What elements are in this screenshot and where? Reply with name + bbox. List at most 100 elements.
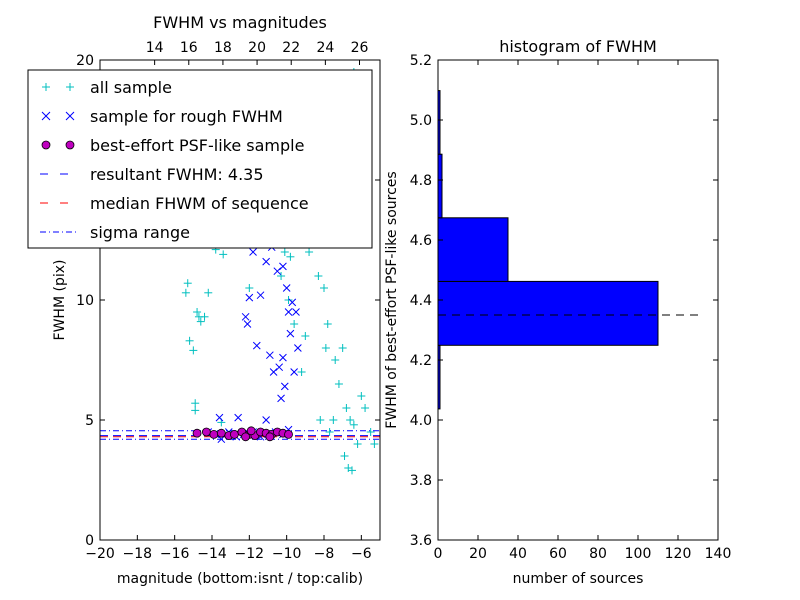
legend-rough-sample: sample for rough FWHM [90, 107, 283, 126]
all-sample-point [297, 368, 306, 376]
all-sample-point [191, 406, 200, 415]
all-sample-point [314, 272, 323, 280]
scatter-ticks: −20−18−16−14−12−10−8−6051015201416182022… [76, 40, 380, 562]
histogram-y-tick-label: 4.6 [410, 233, 432, 249]
scatter-y-tick-label: 0 [85, 533, 94, 549]
best-effort-point [209, 429, 219, 439]
rough-sample-point [288, 298, 297, 307]
histogram-x-tick-label: 140 [705, 546, 732, 562]
rough-sample-point-b [243, 320, 252, 328]
best-effort-point [192, 428, 202, 438]
scatter-x-tick-label: −20 [85, 546, 115, 562]
best-effort-point [246, 426, 256, 436]
histogram-x-tick-label: 20 [469, 546, 487, 562]
scatter-y-axis-label: FWHM (pix) [52, 260, 68, 341]
all-sample-point [305, 248, 314, 256]
histogram-y-axis-label: FWHM of best-effort PSF-like sources [384, 171, 400, 428]
rough-sample-point-b [277, 394, 285, 403]
rough-sample-point [245, 293, 254, 302]
histogram-title: histogram of FWHM [499, 37, 657, 56]
histogram-y-tick-label: 5.0 [410, 113, 432, 129]
rough-sample-point [266, 351, 274, 360]
legend-rough-marker [65, 111, 75, 121]
rough-sample-point [290, 368, 298, 376]
rough-sample-point-b [215, 413, 224, 422]
rough-sample-point-b [288, 298, 297, 307]
rough-sample-point [249, 248, 257, 256]
rough-sample-point [282, 284, 291, 292]
all-sample-point [349, 420, 358, 429]
scatter-x-tick-label: −6 [351, 546, 372, 562]
rough-sample-point [280, 382, 289, 391]
all-sample-point [357, 392, 366, 400]
rough-sample-point-b [279, 262, 287, 271]
rough-sample-point [243, 320, 252, 328]
histogram-bar [437, 217, 509, 282]
all-sample-point [189, 346, 198, 355]
scatter-data-layer [100, 68, 380, 475]
rough-sample-point-b [279, 353, 287, 362]
rough-sample-point [277, 394, 285, 403]
all-sample-point [286, 252, 295, 261]
rough-sample-point [241, 312, 250, 321]
histogram-x-tick-label: 100 [625, 546, 652, 562]
all-sample-point [370, 440, 379, 448]
histogram-y-tick-label: 4.0 [410, 413, 432, 429]
scatter-top-tick-label: 26 [351, 40, 369, 56]
rough-sample-point [215, 413, 224, 422]
rough-sample-point [234, 413, 242, 422]
rough-sample-point-b [252, 341, 261, 350]
histogram-y-tick-label: 4.4 [410, 293, 432, 309]
legend-best-effort-marker [65, 140, 75, 150]
rough-sample-point [256, 291, 265, 300]
all-sample-point [334, 380, 343, 388]
rough-sample-point [275, 363, 284, 372]
rough-sample-point-b [262, 257, 270, 266]
rough-sample-point-b [290, 368, 298, 376]
histogram-x-axis-label: number of sources [513, 571, 644, 587]
legend-median-fwhm: median FHWM of sequence [90, 194, 309, 213]
scatter-x-axis-label: magnitude (bottom:isnt / top:calib) [117, 571, 363, 587]
scatter-x-tick-label: −18 [123, 546, 153, 562]
all-sample-point [325, 428, 334, 436]
all-sample-point [181, 288, 190, 297]
histogram-x-tick-label: 0 [434, 546, 443, 562]
rough-sample-point [294, 344, 302, 352]
best-effort-point [241, 432, 251, 442]
scatter-top-tick-label: 24 [316, 40, 334, 56]
scatter-y-tick-label: 20 [76, 53, 94, 69]
all-sample-point [245, 284, 254, 292]
all-sample-point [361, 404, 370, 412]
rough-sample-point [279, 262, 287, 271]
rough-sample-point [292, 308, 300, 316]
scatter-title: FWHM vs magnitudes [153, 13, 327, 32]
all-sample-point [284, 296, 293, 304]
rough-sample-point [262, 257, 270, 266]
histogram-x-tick-label: 40 [509, 546, 527, 562]
legend-resultant-fwhm: resultant FWHM: 4.35 [90, 165, 264, 184]
histogram-x-tick-label: 60 [549, 546, 567, 562]
histogram-y-tick-label: 4.8 [410, 173, 432, 189]
histogram-x-tick-label: 80 [589, 546, 607, 562]
legend-rough-marker-b [65, 111, 75, 121]
rough-sample-point [273, 267, 282, 276]
scatter-y-tick-label: 5 [85, 413, 94, 429]
legend-rough-marker-b [41, 111, 51, 121]
scatter-x-tick-label: −8 [314, 546, 335, 562]
all-sample-point [331, 356, 340, 364]
best-effort-point [216, 428, 226, 438]
all-sample-point [321, 344, 330, 352]
legend-best-effort-sample: best-effort PSF-like sample [90, 136, 304, 155]
all-sample-point [191, 399, 200, 408]
rough-sample-point-b [292, 308, 300, 316]
rough-sample-point-b [262, 416, 270, 424]
all-sample-point [185, 336, 194, 345]
histogram-y-tick-label: 5.2 [410, 53, 432, 69]
all-sample-point [200, 312, 209, 321]
histogram-panel: 0 20 40 60 80 100 120 140 3.6 3.8 4.0 4.2 4.4 4.6 4.8 5… [384, 37, 731, 587]
legend-box [27, 69, 373, 249]
rough-sample-point-b [245, 293, 254, 302]
all-sample-point [301, 332, 310, 340]
best-effort-point [229, 429, 239, 439]
rough-sample-point-b [294, 344, 302, 352]
